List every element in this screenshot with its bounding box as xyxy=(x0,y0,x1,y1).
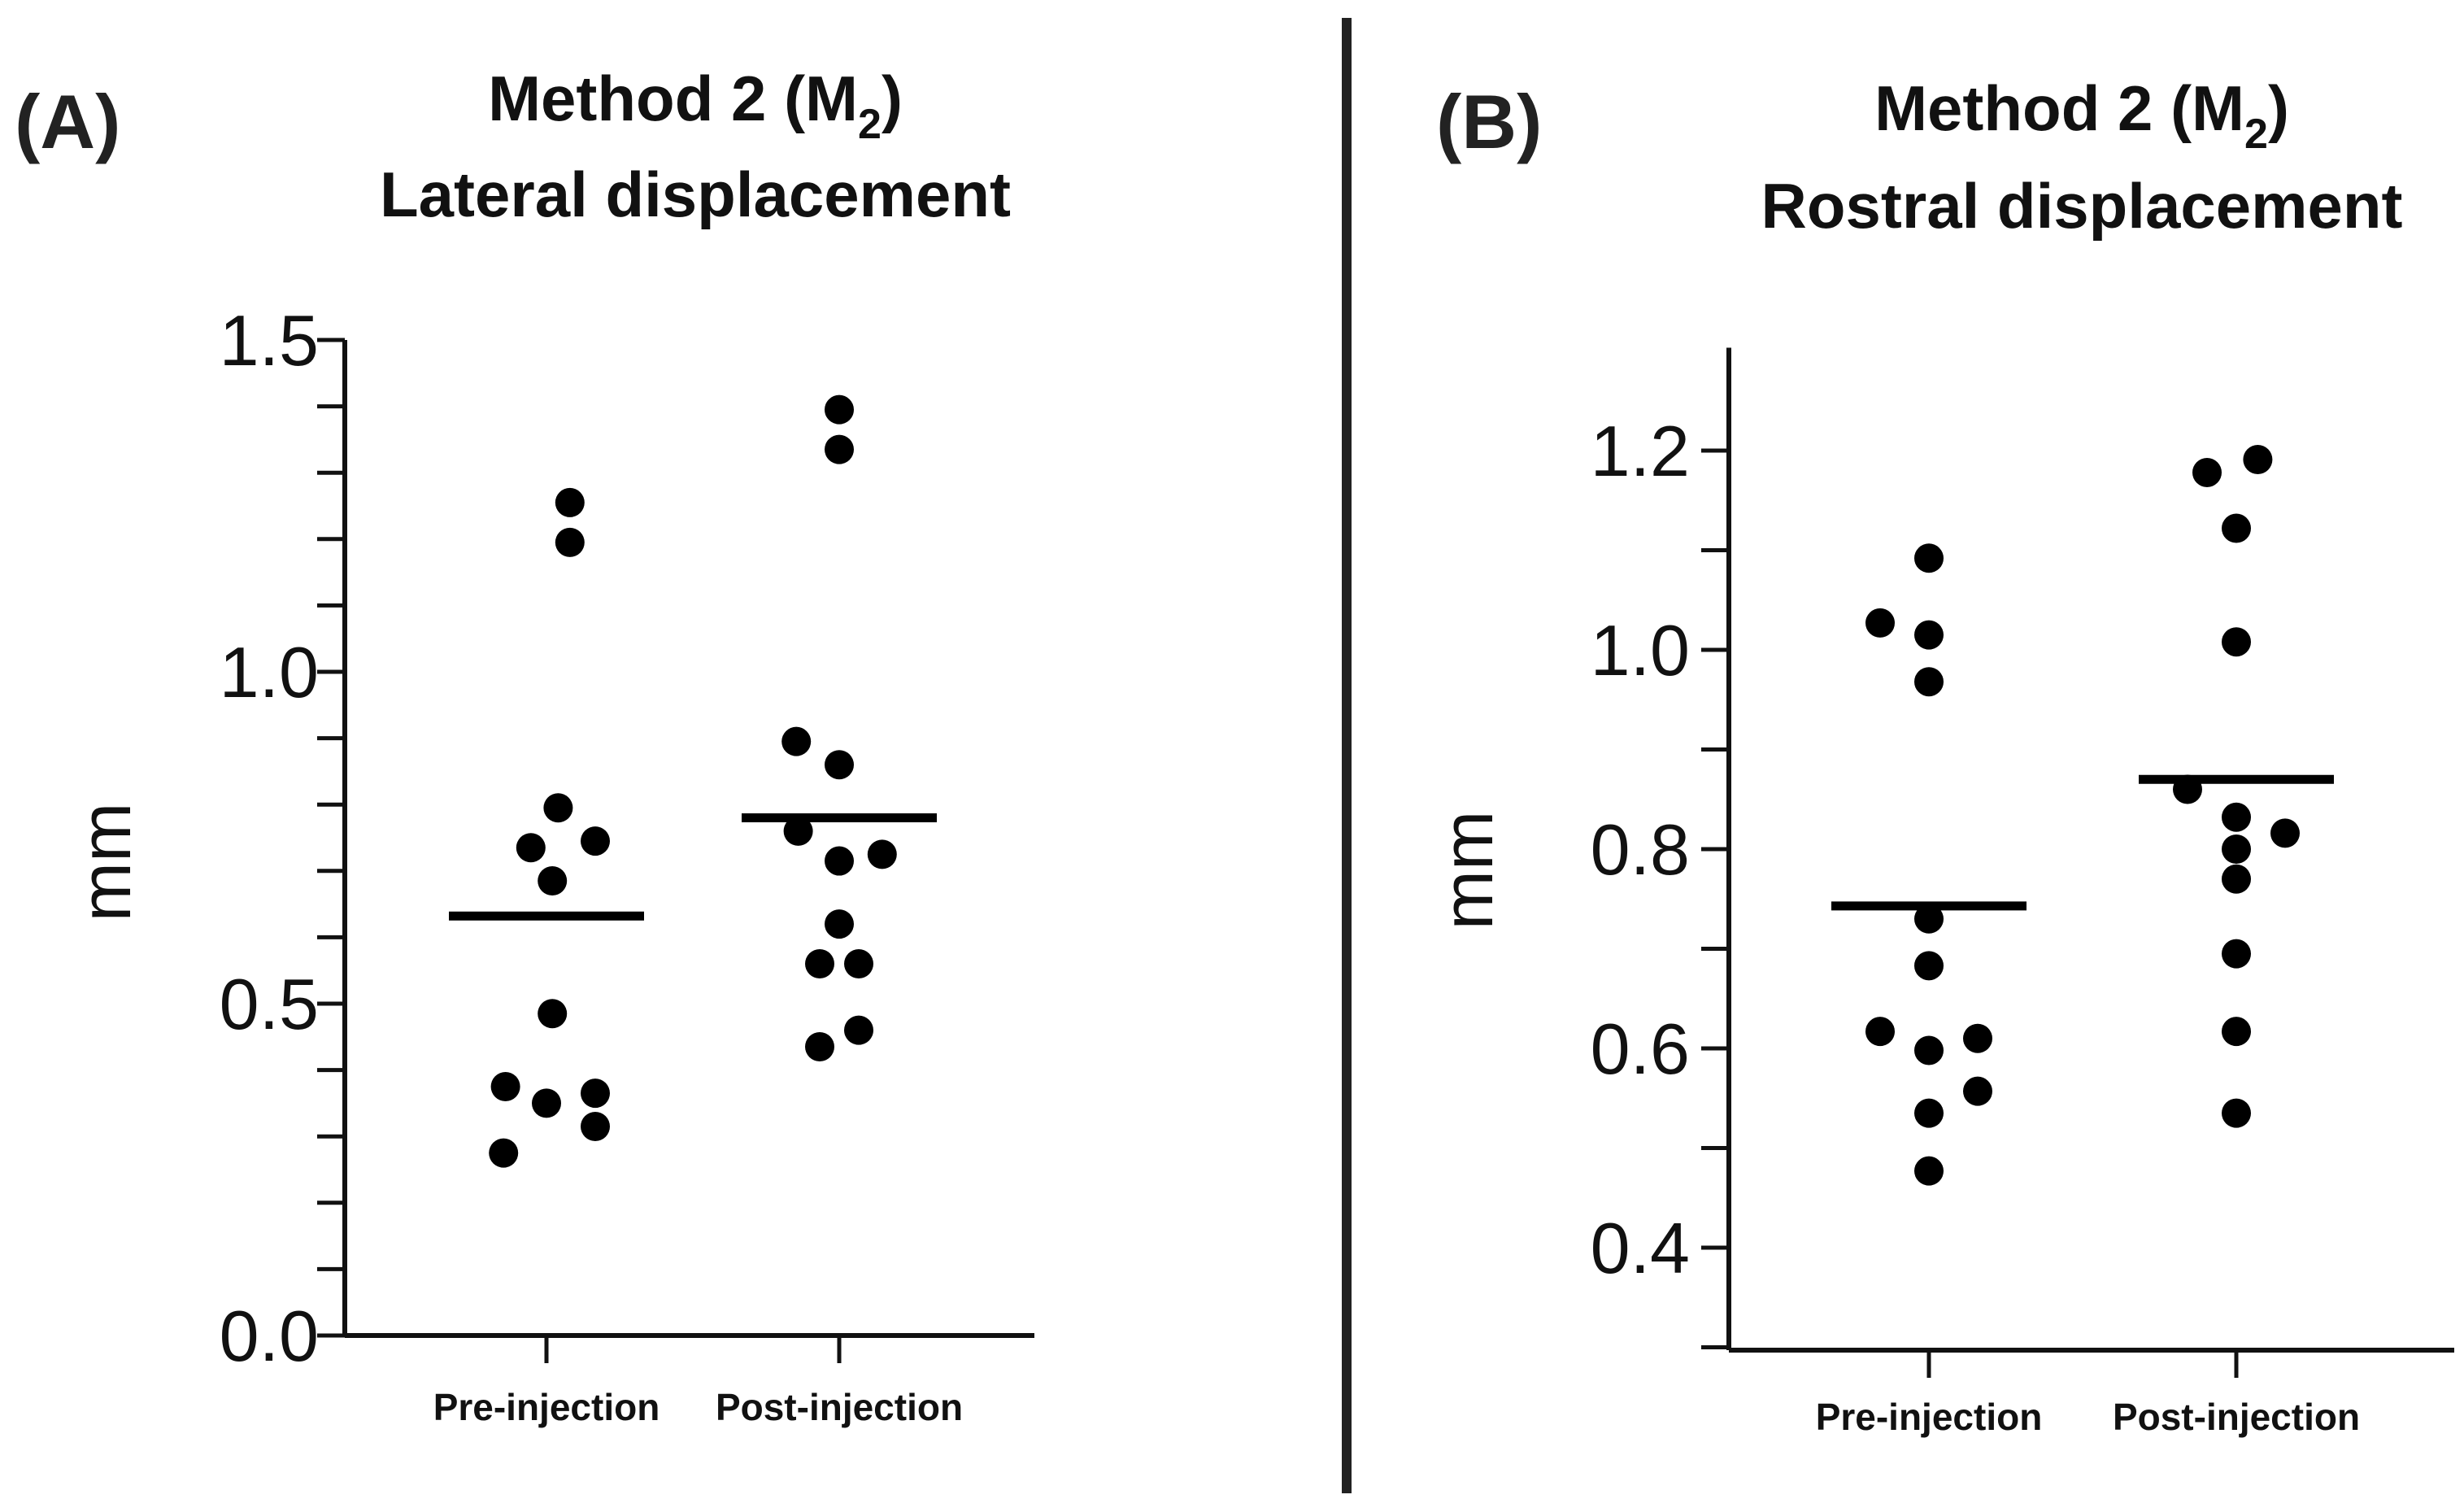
panel-a-y-tick-label: 1.5 xyxy=(220,300,319,381)
panel-a-data-point xyxy=(844,949,873,979)
panel-b-plot: 0.4 0.6 0.8 1.0 1.2 Pre-injection Post-injecti… xyxy=(1591,347,2454,1438)
panel-a-title-main: Method 2 (M xyxy=(488,63,858,134)
panel-a-data-point xyxy=(532,1088,561,1118)
panel-b-data-point xyxy=(1865,1017,1895,1047)
panel-a-data-point xyxy=(543,793,573,823)
panel-a-data-point xyxy=(844,1015,873,1045)
panel-b-data-point xyxy=(2243,445,2273,475)
panel-b-data-point xyxy=(2222,939,2251,969)
panel-a-data-point xyxy=(555,527,585,557)
panel-a-data-point xyxy=(516,833,546,863)
panel-a-data-point xyxy=(781,726,812,756)
panel-b-subtitle: Rostral displacement xyxy=(1761,170,2403,242)
panel-a-data-point xyxy=(581,1078,610,1109)
panel-a-data-point xyxy=(489,1138,519,1168)
panel-a-title: Method 2 (M2) xyxy=(488,63,903,148)
panel-b-data-point xyxy=(1914,1035,1944,1065)
panel-a-data-point xyxy=(538,866,568,896)
panel-a-data-point xyxy=(555,487,585,517)
panel-a-data-point xyxy=(825,394,854,425)
panel-b-y-tick-label: 0.8 xyxy=(1591,809,1690,890)
panel-b-data-point xyxy=(1914,1156,1944,1186)
panel-b-data-point xyxy=(2222,834,2251,864)
panel-a-data-point xyxy=(581,1111,610,1141)
panel-b-data-point xyxy=(2222,627,2251,657)
panel-b-data-point xyxy=(1914,667,1944,697)
panel-b-y-tick-label: 1.2 xyxy=(1591,411,1690,491)
panel-a-data-point xyxy=(581,826,610,856)
panel-a-x-tick-label: Post-injection xyxy=(716,1386,963,1428)
panel-a-x-tick-label: Pre-injection xyxy=(433,1386,660,1428)
panel-b-y-tick-label: 1.0 xyxy=(1591,610,1690,691)
panel-b-title: Method 2 (M2) xyxy=(1874,72,2289,158)
panel-b-y-tick-label: 0.6 xyxy=(1591,1009,1690,1089)
panel-a-data-point xyxy=(825,434,854,464)
panel-b-data-point xyxy=(1865,608,1895,638)
panel-a-data-point xyxy=(825,846,854,876)
panel-a-y-tick-label: 1.0 xyxy=(220,632,319,712)
panel-a-title-subscript: 2 xyxy=(858,101,882,148)
panel-b-data-point xyxy=(1914,620,1944,650)
panel-b-data-point xyxy=(2222,513,2251,543)
panel-a-data-point xyxy=(538,999,568,1029)
panel-b-data-point xyxy=(2270,818,2300,848)
panel-a-data-point xyxy=(867,839,897,869)
panel-b-data-point xyxy=(1914,904,1944,934)
panel-b-title-close: ) xyxy=(2268,72,2289,144)
panel-b-y-axis-title: mm xyxy=(1427,811,1508,930)
panel-b-data-point xyxy=(1963,1076,1992,1106)
panel-b-x-tick-label: Pre-injection xyxy=(1816,1396,2043,1438)
panel-b-title-main: Method 2 (M xyxy=(1874,72,2244,144)
panel-b-data-point xyxy=(1914,543,1944,573)
panel-b-data-point xyxy=(2222,1017,2251,1047)
panel-a-plot: 0.0 0.5 1.0 1.5 Pre-injection Post-injection xyxy=(220,300,1034,1428)
panel-b-x-tick-label: Post-injection xyxy=(2113,1396,2360,1438)
panel-b-data-point xyxy=(2192,457,2222,487)
panel-b-label: (B) xyxy=(1436,79,1543,164)
panel-b-data-point xyxy=(1963,1023,1992,1053)
panel-a-data-point xyxy=(490,1072,520,1101)
panel-a-y-axis-title: mm xyxy=(65,803,146,922)
panel-b-y-tick-label: 0.4 xyxy=(1591,1208,1690,1288)
panel-a-data-point xyxy=(783,816,813,846)
panel-a-data-point xyxy=(805,949,834,979)
panel-a-data-point xyxy=(825,909,854,939)
panel-a-data-point xyxy=(825,750,854,780)
panel-b-title-subscript: 2 xyxy=(2244,111,2268,158)
panel-a-label: (A) xyxy=(15,79,121,164)
panel-b-data-point xyxy=(2222,802,2251,832)
panel-b-data-point xyxy=(1914,951,1944,981)
panel-a-subtitle: Lateral displacement xyxy=(380,159,1011,230)
panel-a-data-point xyxy=(805,1032,834,1062)
panel-a-y-tick-label: 0.0 xyxy=(220,1296,319,1376)
panel-b-data-point xyxy=(1914,1098,1944,1128)
panel-a-title-close: ) xyxy=(882,63,903,134)
panel-b-data-point xyxy=(2222,864,2251,894)
panel-b-data-point xyxy=(2222,1098,2251,1128)
panel-a-y-tick-label: 0.5 xyxy=(220,964,319,1044)
